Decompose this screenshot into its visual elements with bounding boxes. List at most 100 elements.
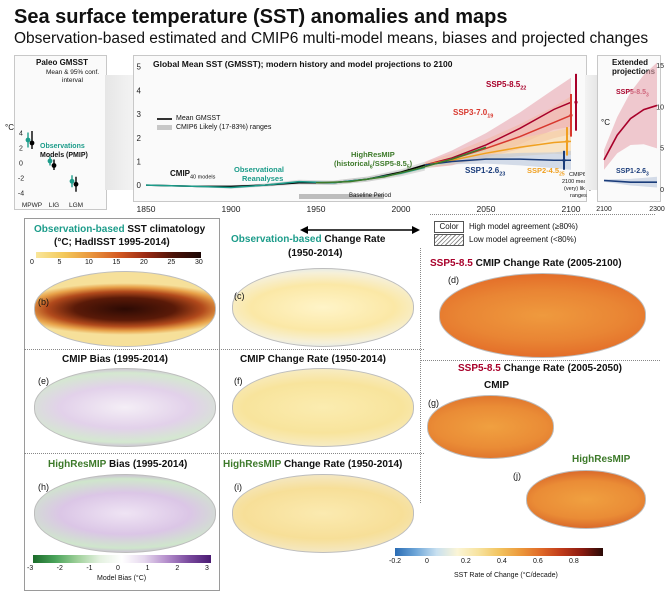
paleo-point <box>73 181 79 187</box>
map-c-title2: (1950-2014) <box>288 248 343 259</box>
ssp585-label: SSP5-8.522 <box>486 80 527 92</box>
colorbar-tick: 0 <box>425 558 429 565</box>
map-g-title: SSP5-8.5 Change Rate (2005-2050) <box>458 363 622 374</box>
paleo-ytick: 0 <box>19 161 23 168</box>
colorbar-tick: -0.2 <box>389 558 402 565</box>
extended-xtick: 2300 <box>649 206 665 213</box>
rate-colorbar-label: SST Rate of Change (°C/decade) <box>454 572 558 579</box>
paleo-ytick: 4 <box>19 131 23 138</box>
colorbar-tick: 20 <box>140 259 148 266</box>
paleo-ytick: -2 <box>18 176 24 183</box>
colorbar-tick: 0 <box>116 565 120 572</box>
observations-box <box>24 218 220 591</box>
colorbar-tick: -1 <box>86 565 93 572</box>
map-c-letter: (c) <box>234 291 245 301</box>
extended-panel <box>597 55 661 202</box>
gmsst-xtick: 2100 <box>562 204 581 214</box>
extended-title-1: Extended <box>612 58 649 67</box>
cmip-ranges-2: 2100 means & <box>562 179 598 185</box>
ext-ssp585-label: SSP5-8.53 <box>616 89 649 99</box>
paleo-xtick: LGM <box>69 202 83 208</box>
colorbar-tick: 5 <box>57 259 62 266</box>
extended-ylabel: °C <box>601 118 610 127</box>
sst-colorbar-ticks: 0 5 10 15 20 25 30 <box>30 259 206 269</box>
cmip-ranges-3: (very) likely <box>564 186 592 192</box>
bias-colorbar-label: Model Bias (°C) <box>97 575 147 582</box>
map-g-sub: CMIP <box>484 380 509 391</box>
bias-colorbar-ticks: -3 -2 -1 0 1 2 3 <box>27 565 216 575</box>
gmsst-xtick: 1950 <box>307 204 326 214</box>
paleo-ytick: -4 <box>18 191 24 198</box>
figure-title: Sea surface temperature (SST) anomalies … <box>14 6 508 28</box>
paleo-legend-models: Models (PMIP) <box>40 152 88 159</box>
hr-label-1: HighResMIP <box>351 150 395 159</box>
paleo-ytick: 2 <box>19 146 23 153</box>
cmip-ranges-4: ranges <box>570 193 587 199</box>
map-j <box>526 470 646 529</box>
agreement-high: High model agreement (≥80%) <box>469 222 578 231</box>
paleo-note2: interval <box>62 77 83 84</box>
figure-subtitle: Observation-based estimated and CMIP6 mu… <box>14 30 649 47</box>
map-f-title: CMIP Change Rate (1950-2014) <box>240 354 386 365</box>
colorbar-tick: 0 <box>30 259 34 266</box>
ssp126-label: SSP1-2.623 <box>465 166 506 178</box>
gmsst-xtick: 2050 <box>477 204 496 214</box>
colorbar-tick: 0.6 <box>533 558 543 565</box>
map-i-letter: (i) <box>234 482 242 492</box>
colorbar-tick: 1 <box>145 565 150 572</box>
legend-mean-label: Mean GMSST <box>176 115 221 122</box>
paleo-point <box>25 137 31 143</box>
map-h-letter: (h) <box>38 482 49 492</box>
paleo-legend-obs: Observations <box>40 143 85 150</box>
separator-dotted-vert <box>420 248 421 503</box>
extended-x-ticks: 2100 2300 <box>596 206 665 213</box>
map-e <box>34 368 216 447</box>
map-b-letter: (b) <box>38 297 49 307</box>
paleo-point <box>51 163 57 168</box>
map-f <box>232 368 414 447</box>
gmsst-x-ticks: 1850 1900 1950 2000 2050 2100 <box>137 204 581 214</box>
rate-colorbar-ticks: -0.2 0 0.2 0.4 0.6 0.8 <box>389 558 610 568</box>
colorbar-tick: 0.4 <box>497 558 507 565</box>
paleo-point <box>29 140 35 146</box>
agreement-low: Low model agreement (<80%) <box>469 235 577 244</box>
paleo-xtick: LIG <box>49 202 59 208</box>
ssp245-label: SSP2-4.525 <box>527 166 565 178</box>
separator-dotted-top <box>430 214 655 215</box>
agreement-hatch-box <box>434 234 464 246</box>
gmsst-title: Global Mean SST (GMSST); modern history … <box>153 59 453 69</box>
map-h <box>34 474 216 553</box>
obs-label-1: Observational <box>234 165 285 174</box>
paleo-point <box>47 158 53 164</box>
colorbar-tick: 0.8 <box>569 558 579 565</box>
colorbar-tick: 25 <box>167 259 176 266</box>
paleo-x-ticks: MPWP LIG LGM <box>22 202 83 208</box>
map-j-sub: HighResMIP <box>572 454 631 465</box>
ext-ssp126-label: SSP1-2.63 <box>616 168 649 178</box>
colorbar-tick: 15 <box>112 259 121 266</box>
colorbar-tick: 10 <box>85 259 93 266</box>
baseline-label: Baseline Period <box>349 193 392 199</box>
colorbar-tick: -2 <box>56 565 63 572</box>
paleo-note1: Mean & 95% conf. <box>46 69 100 76</box>
map-j-letter: (j) <box>513 471 521 481</box>
map-i-title: HighResMIP Change Rate (1950-2014) <box>223 459 403 470</box>
colorbar-tick: 3 <box>205 565 209 572</box>
colorbar-tick: -3 <box>27 565 34 572</box>
obs-label-2: Reanalyses <box>242 174 284 183</box>
sst-colorbar <box>36 252 201 258</box>
paleo-y-ticks: 4 2 0 -2 -4 <box>18 131 24 198</box>
map-d-letter: (d) <box>448 275 459 285</box>
map-d <box>439 273 646 358</box>
paleo-panel <box>14 55 107 210</box>
map-f-letter: (f) <box>234 376 243 386</box>
connector-left <box>105 75 133 190</box>
legend-range-label: CMIP6 Likely (17-83%) ranges <box>176 124 272 131</box>
paleo-point <box>69 178 75 184</box>
colorbar-tick: 0.2 <box>461 558 471 565</box>
cmip-label: CMIP40 models <box>170 169 216 181</box>
paleo-xtick: MPWP <box>22 202 42 208</box>
map-g-letter: (g) <box>428 398 439 408</box>
double-arrow <box>300 226 420 234</box>
